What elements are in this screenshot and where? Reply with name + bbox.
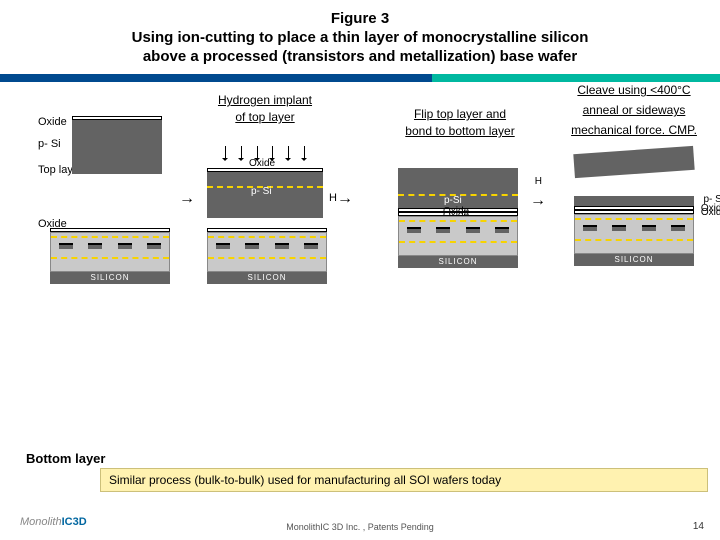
silicon-substrate: SILICON — [207, 272, 327, 284]
step-text: bond to bottom layer — [380, 123, 540, 140]
label-oxide: Oxide — [701, 207, 720, 218]
label-H: H — [535, 176, 542, 187]
step-text: anneal or sideways — [549, 102, 719, 119]
step-text: Cleave using <400°C — [549, 82, 719, 99]
dashed-line — [51, 236, 169, 238]
process-diagram: Oxide p- Si Top layer Oxide SILICON Hy — [0, 88, 720, 398]
psi-bulk-with-H: p- Si — [207, 186, 323, 218]
footer-text: MonolithIC 3D Inc. , Patents Pending — [0, 522, 720, 532]
psi-layer — [72, 120, 162, 134]
bottom-layer-label: Bottom layer — [26, 451, 105, 466]
title-line-2: Using ion-cutting to place a thin layer … — [30, 29, 690, 48]
label-H: H — [329, 192, 337, 204]
psi-bulk — [72, 134, 162, 174]
donor-wafer-1 — [72, 116, 162, 174]
label-psi: p- Si — [251, 186, 272, 197]
bottom-chip-1: SILICON — [50, 228, 170, 284]
arrow-right-icon: → — [179, 190, 195, 208]
chip-body — [574, 214, 694, 254]
gates — [51, 243, 169, 249]
stage-2: Hydrogen implant of top layer Oxide p- S… — [185, 88, 345, 126]
accent-divider — [0, 74, 720, 82]
label-oxide: Oxide — [249, 158, 275, 169]
silicon-substrate: SILICON — [50, 272, 170, 284]
chip-body — [398, 216, 518, 256]
donor-wafer-2: Oxide p- Si — [207, 168, 323, 218]
step-text: Flip top layer and — [380, 106, 540, 123]
psi-layer: Oxide — [207, 172, 323, 186]
arrow-right-icon: → — [337, 190, 353, 208]
bonded-stack: H p-Si Oxide Oxide SILICON — [398, 168, 518, 268]
chip-body — [50, 232, 170, 272]
page-number: 14 — [693, 521, 704, 532]
step-text: Hydrogen implant — [185, 92, 345, 109]
stage-3: Flip top layer and bond to bottom layer … — [380, 88, 540, 140]
figure-title: Figure 3 Using ion-cutting to place a th… — [0, 0, 720, 70]
silicon-substrate: SILICON — [574, 254, 694, 266]
cleaved-piece — [573, 146, 694, 178]
final-stack: p- Si Oxide Oxide SILICON — [574, 196, 694, 266]
chip-body — [207, 232, 327, 272]
label-psi: p-Si — [444, 195, 462, 206]
note-box: Similar process (bulk-to-bulk) used for … — [100, 468, 708, 492]
arrow-right-icon: → — [530, 192, 546, 210]
step-text: of top layer — [185, 109, 345, 126]
psi-bulk — [573, 146, 694, 178]
bottom-chip-2: SILICON — [207, 228, 327, 284]
title-line-3: above a processed (transistors and metal… — [30, 48, 690, 67]
psi-thin: p- Si — [574, 196, 694, 206]
silicon-substrate: SILICON — [398, 256, 518, 268]
title-line-1: Figure 3 — [30, 10, 690, 29]
dashed-line — [51, 257, 169, 259]
step-text: mechanical force. CMP. — [549, 122, 719, 139]
donor-bulk-flipped: H — [398, 168, 518, 196]
